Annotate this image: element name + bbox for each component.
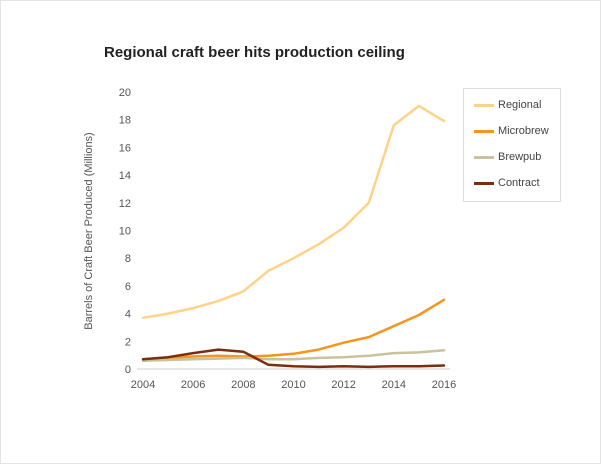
legend-label: Brewpub (498, 151, 542, 163)
y-tick-label: 16 (119, 142, 131, 154)
legend-swatch (474, 104, 494, 107)
legend-swatch (474, 156, 494, 159)
x-tick-label: 2008 (231, 379, 255, 391)
y-tick-label: 0 (125, 364, 131, 376)
x-tick-label: 2014 (382, 379, 406, 391)
chart-legend: Regional Microbrew Brewpub Contract (463, 88, 561, 202)
x-tick-label: 2006 (181, 379, 205, 391)
x-tick-label: 2012 (331, 379, 355, 391)
x-tick-label: 2010 (281, 379, 305, 391)
y-tick-label: 6 (125, 281, 131, 293)
y-tick-label: 10 (119, 226, 131, 238)
y-tick-label: 18 (119, 115, 131, 127)
y-tick-label: 12 (119, 198, 131, 210)
legend-label: Microbrew (498, 125, 549, 137)
y-tick-label: 14 (119, 170, 131, 182)
series-line-microbrew (141, 298, 446, 361)
y-tick-label: 2 (125, 336, 131, 348)
legend-swatch (474, 130, 494, 133)
series-line-contract (141, 348, 446, 369)
legend-swatch (474, 182, 494, 185)
y-tick-label: 4 (125, 309, 131, 321)
legend-label: Contract (498, 177, 540, 189)
y-tick-label: 20 (119, 87, 131, 99)
chart-series (141, 104, 446, 369)
series-line-brewpub (141, 349, 446, 362)
chart-axes: 0 2 4 6 8 10 12 14 16 18 20 2004 2006 2008 2010 2012 201… (119, 87, 456, 391)
x-tick-label: 2016 (432, 379, 456, 391)
x-tick-label: 2004 (131, 379, 155, 391)
series-line-regional (141, 104, 446, 320)
y-tick-label: 8 (125, 253, 131, 265)
legend-label: Regional (498, 99, 542, 111)
chart-title: Regional craft beer hits production ceil… (104, 44, 405, 61)
y-axis-label: Barrels of Craft Beer Produced (Millions… (83, 132, 95, 329)
